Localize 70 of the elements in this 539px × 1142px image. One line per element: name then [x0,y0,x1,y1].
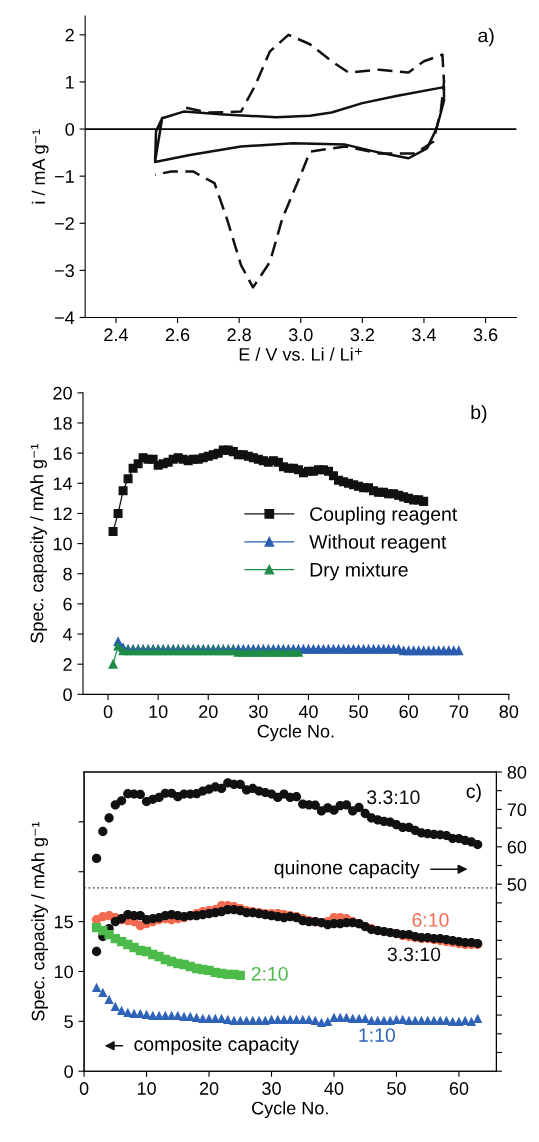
x-tick-label: 3.2 [350,328,375,342]
annotation: b) [471,404,487,424]
x-axis-title: Cycle No. [252,1101,328,1119]
y-tick-label: 10 [54,965,73,979]
x-tick-label: 40 [298,705,318,719]
annotation: composite capacity [134,1036,299,1055]
series-label: 3.3:10 [367,790,420,805]
y-tick-label: 4 [62,628,73,641]
y-tick-label: 0 [64,1065,73,1078]
y-tick-label: 2 [65,28,74,42]
x-tick-label: 10 [149,705,168,719]
y-tick-label: −2 [55,217,74,230]
x-axis-title: Cycle No. [257,724,334,742]
x-tick-label: 20 [199,1082,219,1095]
x-tick-label: 2.6 [165,328,190,342]
annotation: c) [466,783,481,802]
y-tick-label: 14 [53,477,73,490]
legend-label: Dry mixture [310,562,408,581]
series-label: 1:10 [359,1028,396,1043]
x-axis-title: E / V vs. Li / Li⁺ [239,347,363,361]
x-tick-label: 60 [399,705,418,719]
y2-tick-label: 50 [507,878,527,891]
x-tick-label: 30 [262,1082,281,1095]
y-tick-label: 1 [66,76,74,89]
series-label: 6:10 [412,913,449,927]
x-tick-label: 3.4 [412,328,436,342]
x-tick-label: 60 [449,1082,469,1095]
y-tick-label: 0 [63,688,72,702]
y-tick-label: −4 [55,311,75,325]
x-tick-label: 20 [199,705,218,719]
y-tick-label: 2 [63,658,72,671]
series-label: 3.3:10 [387,947,441,962]
y2-tick-label: 60 [507,840,527,854]
x-tick-label: 30 [248,705,268,719]
y-axis-title: Spec. capacity / mAh g⁻¹ [30,443,47,643]
legend-label: Without reagent [309,534,447,553]
series-label: 2:10 [251,966,288,981]
annotation: a) [478,28,494,47]
y-tick-label: 18 [53,416,72,430]
x-tick-label: 0 [79,1082,89,1095]
y2-tick-label: 80 [507,765,527,779]
y-axis-title: Spec. capacity / mAh g⁻¹ [31,821,49,1021]
x-tick-label: 2.4 [104,328,128,341]
x-tick-label: 50 [387,1082,406,1095]
y-tick-label: −1 [55,170,74,183]
y-tick-label: 16 [53,447,72,460]
x-tick-label: 40 [324,1082,344,1095]
x-tick-label: 2.8 [227,328,251,342]
line-series [153,33,446,289]
x-tick-label: 0 [103,705,113,719]
annotation: quinone capacity [274,860,420,879]
y-tick-label: 10 [53,537,72,551]
y-tick-label: 12 [53,507,72,520]
x-tick-label: 3.0 [288,328,313,342]
x-tick-label: 80 [499,705,519,719]
y-tick-label: 15 [54,915,73,929]
y-axis-title: i / mA g⁻¹ [31,129,49,204]
x-tick-label: 70 [449,705,469,719]
y-tick-label: 6 [63,597,72,611]
x-tick-label: 10 [137,1082,156,1095]
y-tick-label: 5 [64,1015,73,1029]
y-tick-label: 0 [65,122,75,136]
y2-tick-label: 70 [507,803,527,817]
legend-label: Coupling reagent [310,506,458,525]
x-tick-label: 3.6 [473,328,498,342]
x-tick-label: 50 [349,705,368,719]
y-tick-label: 8 [63,567,72,581]
y-tick-label: −3 [55,264,74,278]
y-tick-label: 20 [53,386,72,400]
point [235,970,245,981]
